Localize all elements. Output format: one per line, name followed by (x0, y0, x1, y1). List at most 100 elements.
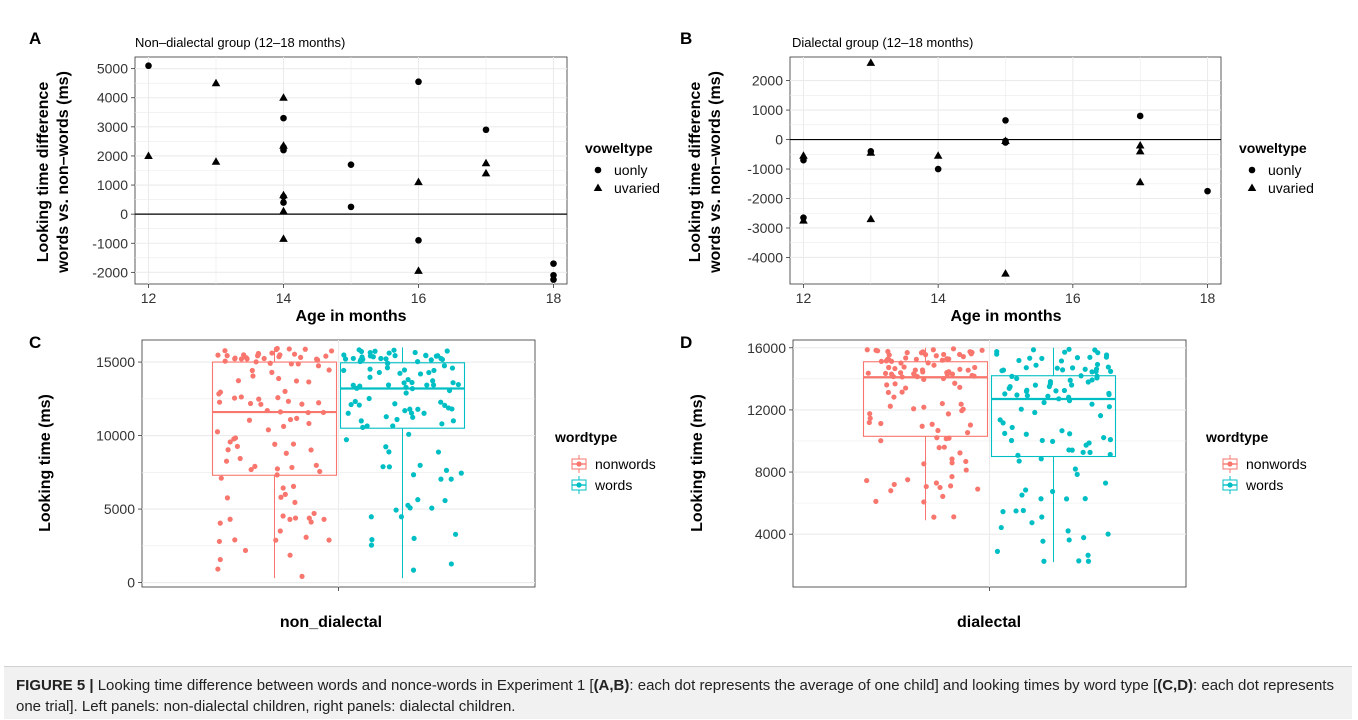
box-words (990, 375, 1117, 458)
jitter-point-nonwords (222, 348, 228, 354)
jitter-point-words (429, 505, 435, 511)
point-uvaried (414, 266, 423, 274)
jitter-point-nonwords (948, 483, 954, 489)
jitter-point-nonwords (964, 430, 971, 436)
jitter-point-words (393, 507, 399, 513)
point-uonly (347, 203, 355, 211)
jitter-point-nonwords (867, 415, 873, 421)
jitter-point-words (392, 353, 398, 359)
jitter-point-nonwords (949, 474, 955, 480)
jitter-point-words (1061, 387, 1068, 394)
jitter-point-nonwords (308, 519, 314, 525)
jitter-point-nonwords (864, 347, 870, 353)
jitter-point-words (428, 357, 434, 363)
jitter-point-words (1002, 391, 1008, 397)
point-uvaried (279, 234, 288, 242)
y-tick-label: 4000 (755, 526, 786, 542)
jitter-point-words (403, 390, 409, 396)
jitter-point-words (1016, 357, 1022, 364)
jitter-point-nonwords (225, 447, 231, 453)
jitter-point-nonwords (903, 385, 909, 391)
jitter-point-words (386, 449, 392, 455)
jitter-point-words (1015, 452, 1021, 458)
jitter-point-words (417, 462, 423, 468)
jitter-point-words (1062, 349, 1068, 355)
jitter-point-words (426, 369, 432, 376)
jitter-point-nonwords (898, 370, 904, 376)
jitter-point-words (1106, 404, 1112, 410)
jitter-point-words (1023, 431, 1029, 437)
jitter-point-nonwords (215, 352, 221, 358)
panel-d-legend-words: words (1245, 477, 1283, 493)
panel-c-legend-title: wordtype (554, 429, 617, 445)
panel-c-legend-words: words (594, 477, 632, 493)
jitter-point-words (421, 410, 427, 416)
y-tick-label: -3000 (747, 220, 783, 236)
jitter-point-words (358, 418, 364, 424)
jitter-point-words (1009, 424, 1015, 431)
box-nonwords (211, 361, 338, 476)
point-uvaried (866, 214, 876, 223)
jitter-point-words (1105, 364, 1111, 370)
jitter-point-words (1039, 514, 1045, 520)
jitter-point-words (410, 414, 416, 420)
jitter-point-nonwords (227, 516, 233, 522)
jitter-point-nonwords (287, 416, 294, 423)
jitter-point-nonwords (892, 381, 898, 387)
y-tick-label: -2000 (92, 264, 128, 280)
jitter-point-words (417, 371, 424, 377)
jitter-point-nonwords (950, 346, 957, 352)
jitter-point-nonwords (937, 484, 943, 491)
jitter-point-nonwords (887, 403, 893, 409)
jitter-point-words (455, 381, 461, 388)
jitter-point-words (1085, 558, 1092, 564)
jitter-point-words (1072, 466, 1078, 472)
jitter-point-nonwords (313, 462, 319, 468)
jitter-point-nonwords (238, 394, 244, 400)
jitter-point-nonwords (885, 348, 891, 355)
jitter-point-words (360, 424, 366, 430)
jitter-point-words (392, 401, 398, 407)
jitter-point-nonwords (960, 406, 966, 412)
point-uvaried (1135, 146, 1145, 155)
point-uonly (415, 78, 422, 86)
jitter-point-words (360, 356, 366, 362)
jitter-point-words (1006, 385, 1012, 391)
jitter-point-words (435, 353, 441, 359)
jitter-point-words (410, 567, 417, 573)
jitter-point-nonwords (256, 396, 262, 402)
point-uonly (1204, 187, 1211, 195)
jitter-point-words (430, 382, 437, 388)
jitter-point-words (438, 476, 444, 482)
jitter-point-words (448, 561, 454, 567)
panel-a-legend-circle (594, 166, 602, 174)
jitter-point-nonwords (272, 441, 278, 447)
y-tick-label: -4000 (747, 249, 783, 265)
jitter-point-words (350, 355, 356, 362)
jitter-point-nonwords (967, 422, 974, 428)
jitter-point-words (412, 349, 418, 356)
point-uvaried (414, 177, 423, 186)
x-tick-label: 16 (1065, 290, 1081, 306)
jitter-point-words (383, 444, 389, 450)
point-uonly (280, 199, 287, 206)
jitter-point-nonwords (888, 488, 894, 494)
point-uvaried (481, 158, 491, 167)
jitter-point-nonwords (231, 395, 238, 401)
jitter-point-words (341, 367, 347, 374)
jitter-point-nonwords (292, 515, 299, 521)
jitter-point-words (1089, 369, 1095, 375)
point-uonly (415, 237, 422, 244)
jitter-point-words (1023, 365, 1029, 371)
y-tick-label: -2000 (747, 191, 783, 207)
jitter-point-nonwords (949, 456, 955, 462)
jitter-point-nonwords (891, 394, 897, 400)
jitter-point-nonwords (884, 382, 890, 388)
panel-b-legend-title: voweltype (1239, 140, 1307, 156)
panel-a-legend-triangle (593, 183, 603, 191)
jitter-point-nonwords (285, 398, 292, 404)
panel-a-points (144, 62, 557, 283)
jitter-point-words (998, 524, 1004, 531)
jitter-point-words (1069, 365, 1076, 371)
jitter-point-nonwords (232, 356, 238, 362)
